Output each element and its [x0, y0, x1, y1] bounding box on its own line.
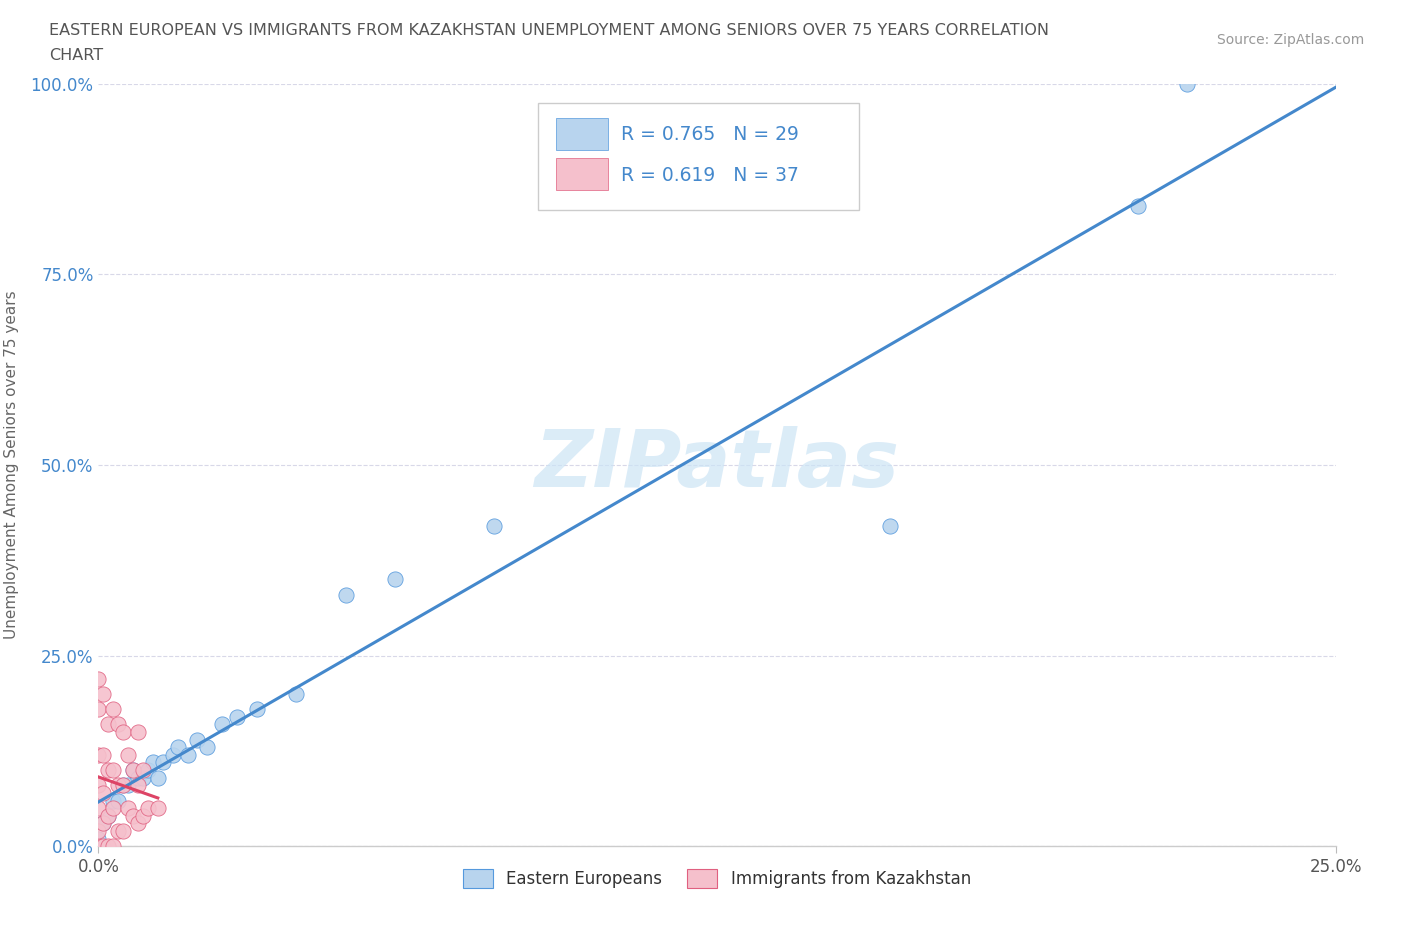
Point	[176, 748, 198, 763]
FancyBboxPatch shape	[557, 118, 609, 150]
FancyBboxPatch shape	[557, 158, 609, 191]
Point	[122, 763, 145, 777]
Point	[87, 748, 110, 763]
Point	[1126, 198, 1149, 213]
Point	[87, 801, 110, 816]
Point	[122, 763, 145, 777]
Y-axis label: Unemployment Among Seniors over 75 years: Unemployment Among Seniors over 75 years	[4, 291, 20, 639]
Point	[132, 770, 155, 785]
Point	[335, 587, 357, 602]
Point	[146, 770, 169, 785]
Point	[103, 763, 125, 777]
Point	[127, 816, 149, 830]
Point	[107, 717, 129, 732]
Point	[226, 710, 249, 724]
Point	[211, 717, 233, 732]
Point	[93, 686, 115, 701]
Point	[112, 777, 135, 792]
Point	[117, 748, 139, 763]
Text: CHART: CHART	[49, 48, 103, 63]
Point	[103, 801, 125, 816]
Point	[152, 755, 174, 770]
Point	[87, 701, 110, 716]
Point	[285, 686, 308, 701]
Point	[103, 839, 125, 854]
Point	[107, 824, 129, 839]
Point	[87, 824, 110, 839]
Point	[112, 724, 135, 739]
Point	[103, 793, 125, 808]
Point	[93, 816, 115, 830]
Point	[93, 748, 115, 763]
Point	[93, 816, 115, 830]
Point	[162, 748, 184, 763]
Point	[136, 763, 159, 777]
Point	[93, 786, 115, 801]
Text: ZIPatlas: ZIPatlas	[534, 426, 900, 504]
Point	[97, 763, 120, 777]
Point	[1175, 76, 1198, 91]
Legend: Eastern Europeans, Immigrants from Kazakhstan: Eastern Europeans, Immigrants from Kazak…	[457, 863, 977, 896]
Point	[93, 839, 115, 854]
Point	[384, 572, 406, 587]
Point	[112, 777, 135, 792]
Point	[127, 777, 149, 792]
Point	[136, 801, 159, 816]
Point	[87, 777, 110, 792]
Point	[122, 808, 145, 823]
Point	[97, 839, 120, 854]
Point	[103, 701, 125, 716]
Point	[246, 701, 269, 716]
Point	[97, 808, 120, 823]
Point	[117, 777, 139, 792]
Point	[112, 824, 135, 839]
Text: R = 0.765   N = 29: R = 0.765 N = 29	[620, 125, 799, 143]
Point	[879, 519, 901, 534]
Point	[107, 777, 129, 792]
Point	[132, 808, 155, 823]
Point	[132, 763, 155, 777]
Point	[87, 831, 110, 846]
Point	[97, 808, 120, 823]
Point	[97, 717, 120, 732]
Point	[127, 770, 149, 785]
Text: Source: ZipAtlas.com: Source: ZipAtlas.com	[1216, 33, 1364, 46]
Point	[195, 739, 218, 754]
Point	[87, 671, 110, 686]
Text: EASTERN EUROPEAN VS IMMIGRANTS FROM KAZAKHSTAN UNEMPLOYMENT AMONG SENIORS OVER 7: EASTERN EUROPEAN VS IMMIGRANTS FROM KAZA…	[49, 23, 1049, 38]
Point	[117, 801, 139, 816]
Point	[87, 839, 110, 854]
Point	[127, 724, 149, 739]
Point	[484, 519, 506, 534]
FancyBboxPatch shape	[537, 103, 859, 209]
Point	[186, 732, 208, 747]
Point	[146, 801, 169, 816]
Point	[142, 755, 165, 770]
Point	[107, 793, 129, 808]
Point	[166, 739, 188, 754]
Text: R = 0.619   N = 37: R = 0.619 N = 37	[620, 166, 799, 185]
